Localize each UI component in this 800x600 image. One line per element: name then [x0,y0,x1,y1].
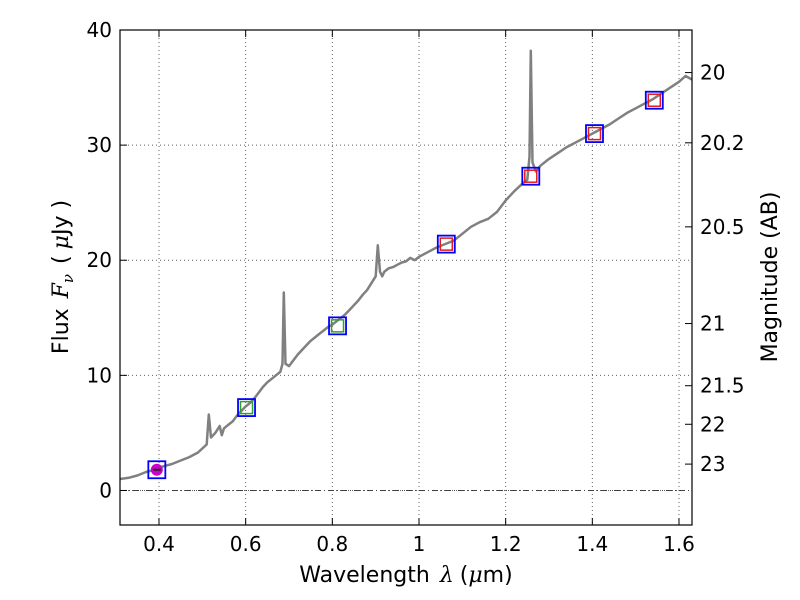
observed-flux-box [644,90,664,110]
y-axis-title-unit: Jy ) [49,200,74,237]
y-axis-title-symbol: F [49,282,74,299]
mag-tick-label: 20.5 [700,215,745,239]
x-axis-title-prefix: Wavelength [299,563,430,588]
observed-flux-box [521,166,541,186]
spectrum-series [119,49,693,481]
y-tick-label: 0 [99,478,112,502]
x-tick-label: 0.8 [316,532,348,556]
x-tick-label: 1.4 [576,532,608,556]
y-axis-title-subscript: ν [59,274,77,283]
photometry-point [585,124,604,144]
photometry-point [237,398,256,417]
y-axis-title-prefix: Flux [49,308,74,354]
y-axis-title-mu: μ [49,235,74,249]
observed-flux-box [237,398,256,417]
x-tick-label: 1 [413,532,426,556]
x-tick-label: 0.6 [230,532,262,556]
y-axis-title-open: ( [49,255,74,264]
observed-flux-box [147,460,167,480]
x-tick-label: 1.6 [663,532,695,556]
x-tick-label: 1.2 [490,532,522,556]
x-axis-title: Wavelength λ (μm) [299,563,512,588]
x-tick-label: 0.4 [143,532,175,556]
mag-tick-label: 22 [700,412,725,436]
plot-frame [119,29,693,526]
y-tick-label: 10 [87,363,112,387]
photometry-points [147,90,664,480]
photometry-point [147,460,167,480]
grid-lines [120,29,692,525]
mag-tick-label: 21.5 [700,374,745,398]
observed-flux-box [436,234,456,254]
model-flux-marker [239,400,254,415]
y-tick-label: 30 [87,133,112,157]
model-flux-marker [439,237,454,251]
model-flux-marker [587,126,602,141]
observed-flux-box [585,124,604,144]
x-axis-title-unit: m) [483,563,513,588]
observed-flux-box [328,316,347,336]
ticks: 0.4 0.6 0.8 1 1.2 1.4 1.6 0 10 20 30 40 20 20.2 20.5 21… [87,18,745,556]
photometry-point [644,90,664,110]
photometry-point [521,166,541,186]
x-axis-title-symbol: λ [439,563,454,588]
mag-tick-label: 23 [700,452,725,476]
model-flux-marker [524,169,538,183]
y-axis-title: Flux Fν ( μJy ) [49,200,77,354]
mag-tick-label: 20 [700,61,725,85]
x-axis-title-mu: μ [468,563,482,588]
photometry-point [436,234,456,254]
y-tick-label: 20 [87,248,112,272]
photometry-point [328,316,347,336]
y-tick-label: 40 [87,18,112,42]
model-flux-marker [330,319,345,333]
mag-tick-label: 20.2 [700,131,745,155]
x-axis-title-open: ( [460,563,469,588]
mag-tick-label: 21 [700,312,725,336]
spectrum-line [119,49,693,481]
model-flux-marker [647,93,662,107]
right-axis-title: Magnitude (AB) [758,192,783,363]
